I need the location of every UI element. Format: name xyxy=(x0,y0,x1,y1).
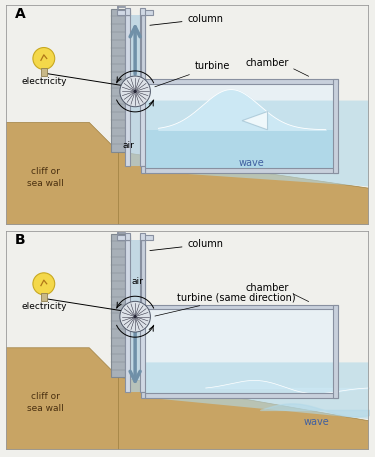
Bar xyxy=(333,305,338,398)
Text: electricity: electricity xyxy=(21,303,67,311)
Bar xyxy=(40,68,47,76)
Polygon shape xyxy=(242,112,267,130)
Bar xyxy=(130,15,140,166)
Text: air: air xyxy=(132,277,143,286)
Text: turbine (same direction): turbine (same direction) xyxy=(155,292,295,316)
Circle shape xyxy=(120,301,150,332)
Bar xyxy=(140,15,145,166)
Circle shape xyxy=(33,273,55,295)
Polygon shape xyxy=(145,362,369,419)
Bar xyxy=(145,80,338,84)
Text: wave: wave xyxy=(238,158,264,168)
Bar xyxy=(140,8,145,15)
Bar xyxy=(140,234,145,240)
Bar xyxy=(117,235,130,240)
Text: A: A xyxy=(15,7,26,21)
Circle shape xyxy=(120,76,150,107)
Bar xyxy=(145,309,333,393)
Bar xyxy=(125,234,130,240)
Bar xyxy=(145,393,338,398)
Bar xyxy=(141,15,145,84)
Polygon shape xyxy=(118,377,369,450)
Bar xyxy=(145,84,333,168)
Polygon shape xyxy=(145,101,369,186)
Bar xyxy=(111,234,125,377)
Polygon shape xyxy=(6,122,118,225)
Bar xyxy=(125,8,130,15)
Text: column: column xyxy=(150,239,224,250)
Circle shape xyxy=(33,48,55,69)
Text: cliff or
sea wall: cliff or sea wall xyxy=(27,392,64,414)
Polygon shape xyxy=(118,152,369,225)
Bar xyxy=(130,240,140,392)
Bar xyxy=(125,240,130,392)
Text: turbine: turbine xyxy=(155,61,230,87)
Text: air: air xyxy=(122,141,134,150)
Bar xyxy=(117,10,130,15)
Text: column: column xyxy=(150,14,224,25)
Text: B: B xyxy=(15,233,26,247)
Bar xyxy=(125,15,130,166)
Bar xyxy=(140,235,153,240)
Text: chamber: chamber xyxy=(246,58,290,68)
Bar xyxy=(141,392,145,398)
Bar xyxy=(40,293,47,301)
Bar xyxy=(145,305,338,309)
Bar xyxy=(111,9,125,152)
Bar xyxy=(145,168,338,173)
Text: cliff or
sea wall: cliff or sea wall xyxy=(27,166,64,188)
Bar xyxy=(140,240,145,392)
Circle shape xyxy=(133,90,137,93)
Bar xyxy=(145,130,333,171)
Bar xyxy=(141,166,145,173)
Polygon shape xyxy=(6,348,118,450)
Text: electricity: electricity xyxy=(21,77,67,86)
Bar xyxy=(141,240,145,309)
Bar xyxy=(333,80,338,173)
Text: chamber: chamber xyxy=(246,283,290,293)
Bar xyxy=(140,10,153,15)
Text: wave: wave xyxy=(304,416,330,426)
Circle shape xyxy=(133,315,137,319)
